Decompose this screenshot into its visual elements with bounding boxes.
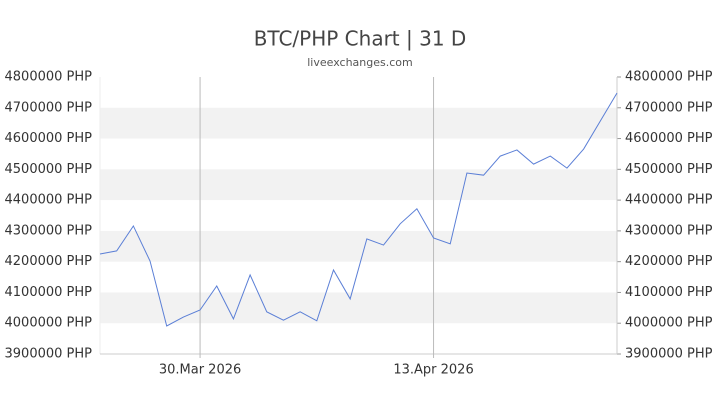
y2-tick-label: 4000000 PHP	[625, 316, 713, 331]
x-tick-label: 13.Apr 2026	[393, 363, 473, 378]
y-tick-label: 4200000 PHP	[5, 254, 93, 269]
chart-title: BTC/PHP Chart | 31 D	[254, 27, 467, 51]
y-tick-label: 4500000 PHP	[5, 162, 93, 177]
y-tick-label: 4000000 PHP	[5, 316, 93, 331]
x-tick-label: 30.Mar 2026	[159, 363, 241, 378]
y-tick-label: 4800000 PHP	[5, 70, 93, 85]
y2-tick-label: 4600000 PHP	[625, 131, 713, 146]
y2-tick-label: 4200000 PHP	[625, 254, 713, 269]
y-tick-label: 4600000 PHP	[5, 131, 93, 146]
grid-band	[100, 169, 617, 201]
chart-subtitle: liveexchanges.com	[307, 56, 412, 69]
price-line	[99, 92, 618, 327]
grid-band	[100, 230, 617, 262]
grid-band	[100, 107, 617, 139]
y2-tick-label: 4800000 PHP	[625, 70, 713, 85]
y2-tick-label: 4300000 PHP	[625, 223, 713, 238]
y2-tick-label: 4100000 PHP	[625, 285, 713, 300]
y2-tick-label: 3900000 PHP	[625, 347, 713, 362]
y-tick-label: 4700000 PHP	[5, 100, 93, 115]
y-tick-label: 4300000 PHP	[5, 223, 93, 238]
y-tick-label: 4400000 PHP	[5, 193, 93, 208]
y-tick-label: 4100000 PHP	[5, 285, 93, 300]
y-tick-label: 3900000 PHP	[5, 347, 93, 362]
grid-band	[100, 292, 617, 324]
y2-tick-label: 4500000 PHP	[625, 162, 713, 177]
y2-tick-label: 4700000 PHP	[625, 100, 713, 115]
y2-tick-label: 4400000 PHP	[625, 193, 713, 208]
